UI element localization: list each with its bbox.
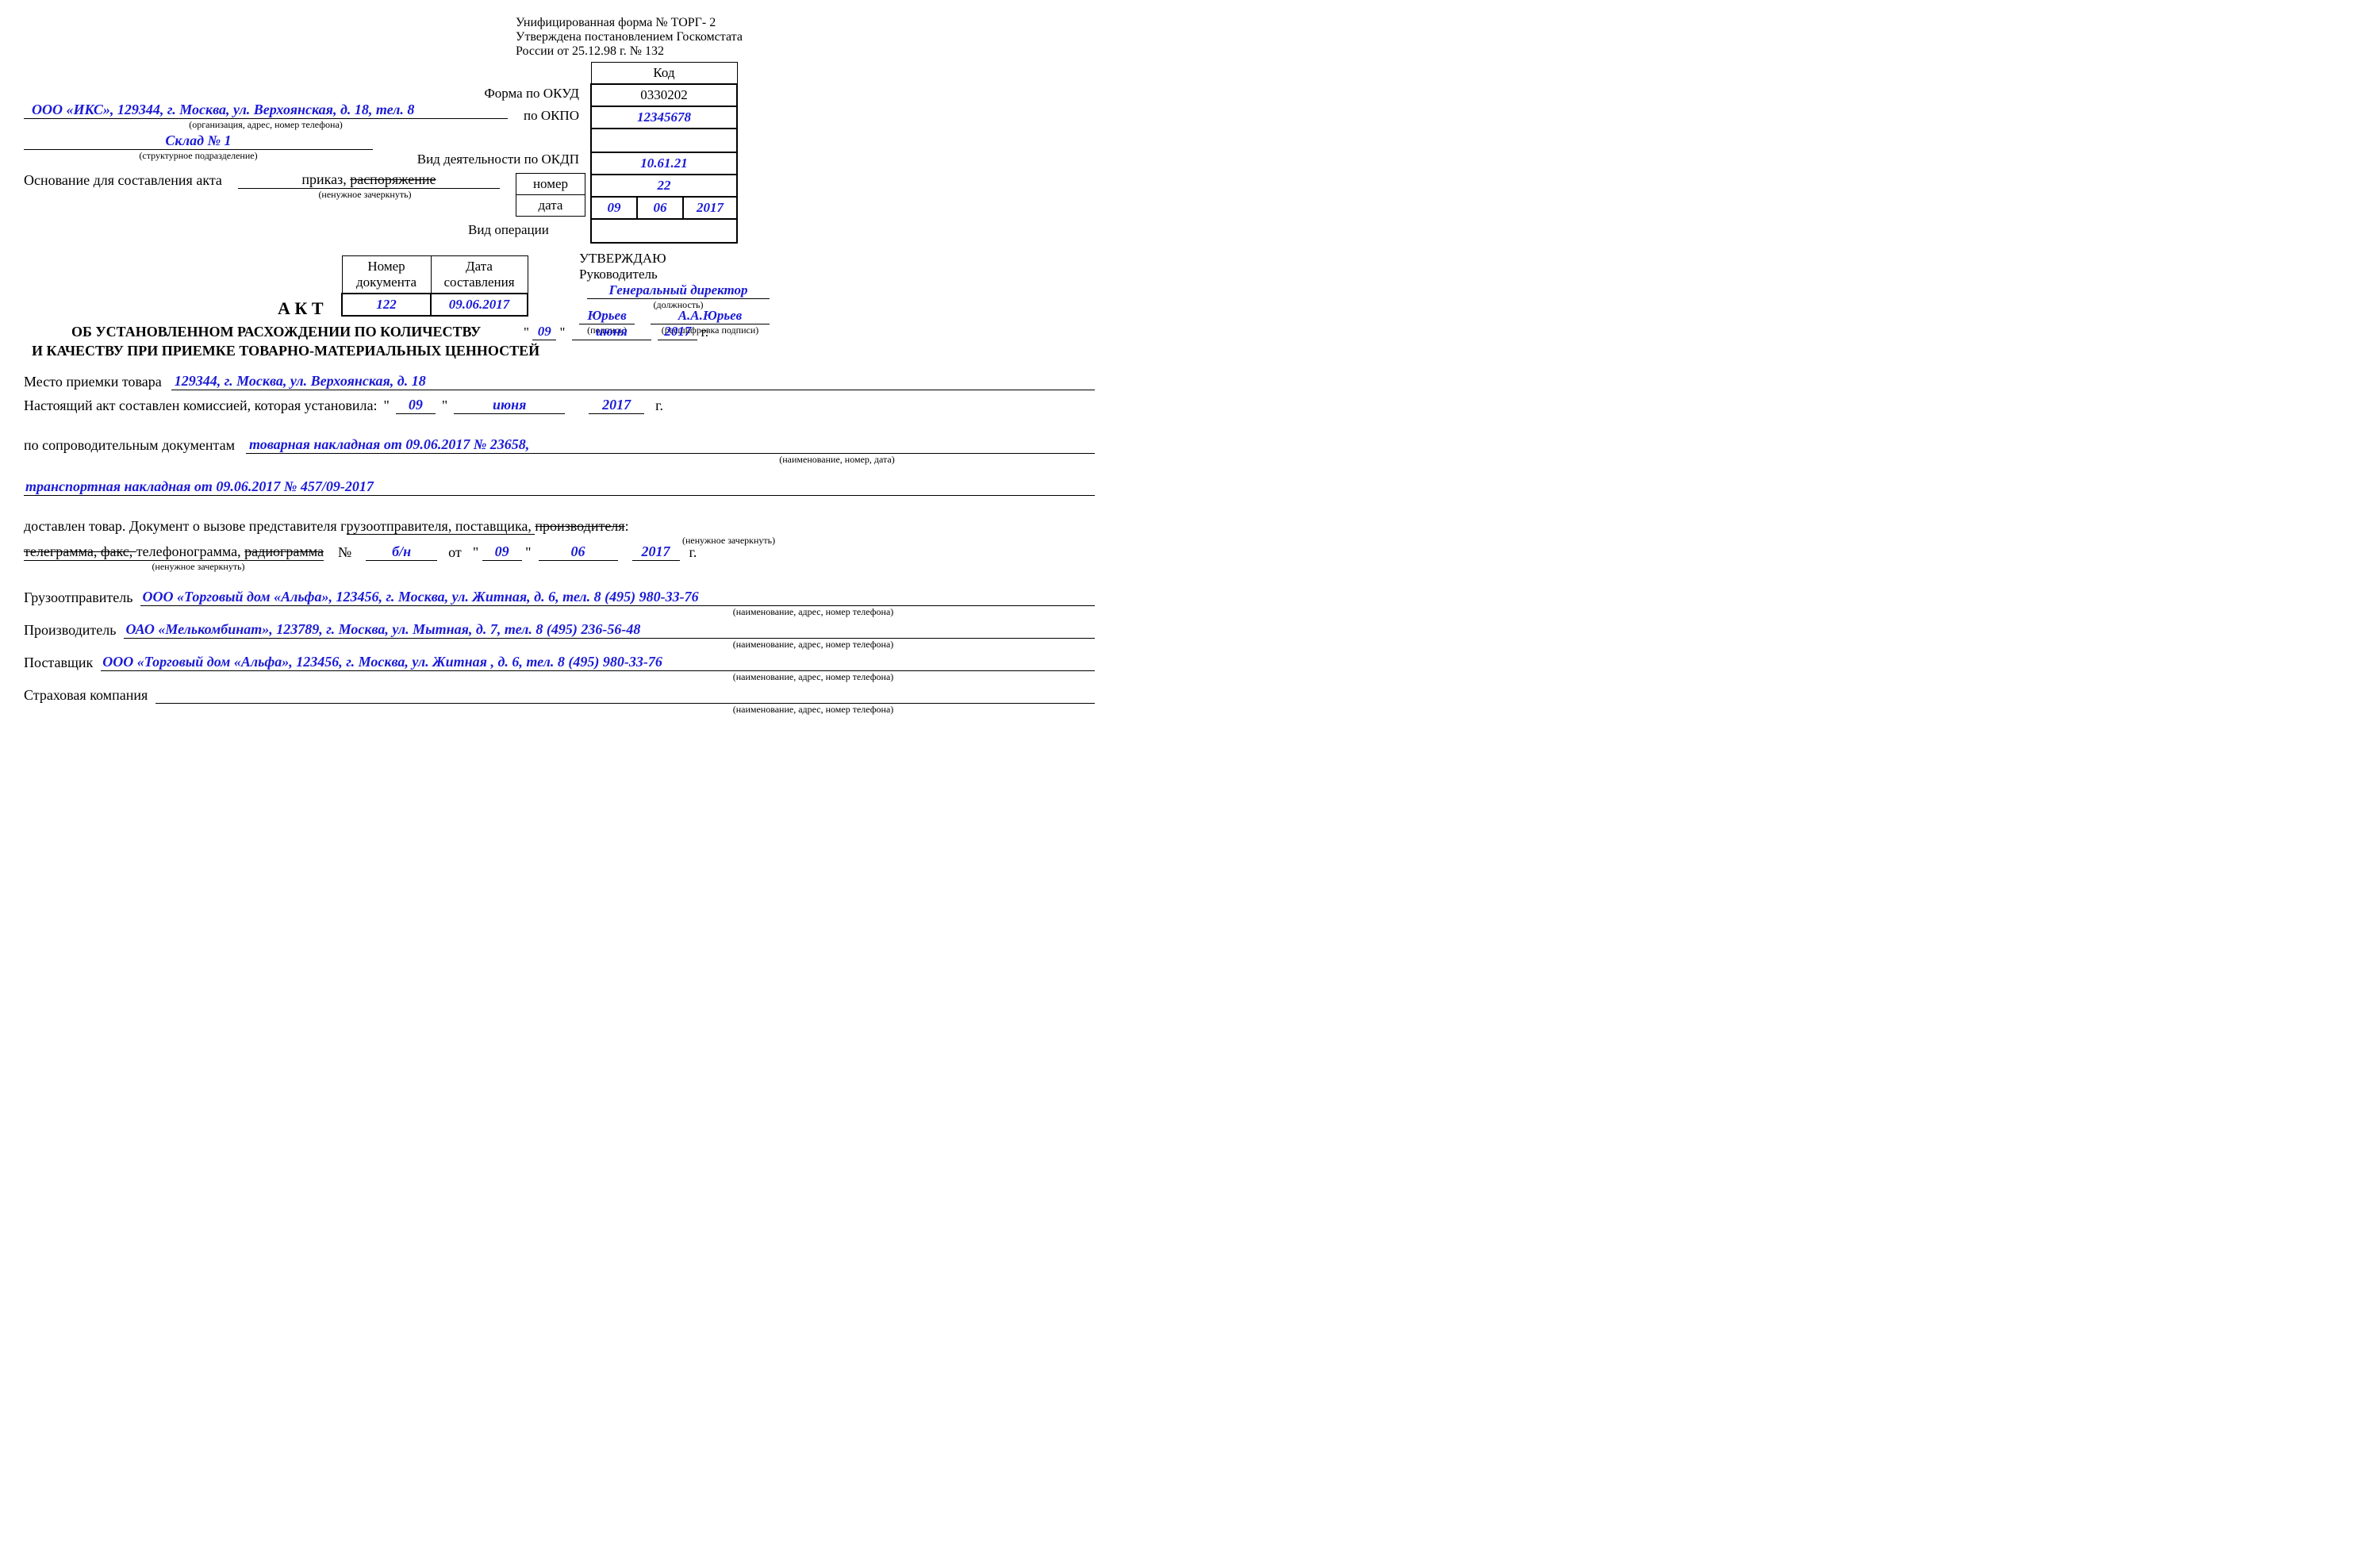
- supplier-caption: (наименование, адрес, номер телефона): [532, 671, 1095, 683]
- delivered-text-a: доставлен товар. Документ о вызове предс…: [24, 518, 347, 534]
- approve-month: июня: [572, 324, 651, 340]
- call-a-strike: телеграмма, факс,: [24, 543, 136, 559]
- date-year: 2017: [683, 197, 737, 219]
- nomer-data-labels: номер дата: [516, 173, 585, 217]
- delivered-text-b: рузоотправителя, поставщика,: [347, 518, 536, 535]
- docs-value: товарная накладная от 09.06.2017 № 23658…: [246, 436, 1095, 454]
- approve-decode: А.А.Юрьев: [651, 308, 770, 324]
- form-note-2: Утверждена постановлением Госкомстата: [516, 30, 743, 44]
- sender-label: Грузоотправитель: [24, 589, 132, 606]
- akt-label: А К Т: [278, 298, 324, 319]
- date-day: 09: [591, 197, 637, 219]
- vid-op-label: Вид операции: [468, 222, 549, 238]
- kod-label: Код: [591, 63, 737, 85]
- insurer-value: [155, 686, 1095, 704]
- docs-caption: (наименование, номер, дата): [579, 454, 1095, 466]
- commission-text: Настоящий акт составлен комиссией, котор…: [24, 397, 377, 414]
- call-month: 06: [539, 543, 618, 561]
- doc-date: 09.06.2017: [431, 294, 528, 316]
- call-num: б/н: [366, 543, 437, 561]
- org-caption: (организация, адрес, номер телефона): [24, 119, 508, 131]
- unit-caption: (структурное подразделение): [24, 150, 373, 162]
- basis-label: Основание для составления акта: [24, 172, 238, 189]
- call-b: телефонограмма,: [136, 543, 244, 559]
- form-note-1: Унифицированная форма № ТОРГ- 2: [516, 16, 743, 30]
- date-month: 06: [637, 197, 683, 219]
- basis-caption: (ненужное зачеркнуть): [246, 189, 484, 201]
- doc-date-label: Дата составления: [431, 256, 528, 294]
- doc-num: 122: [342, 294, 431, 316]
- doc-num-table: Номер документа Дата составления 122 09.…: [341, 255, 528, 317]
- approve-position: Генеральный директор: [587, 282, 770, 299]
- manuf-value: ОАО «Мелькомбинат», 123789, г. Москва, у…: [124, 621, 1095, 639]
- nomer-label: номер: [516, 174, 585, 195]
- call-year: 2017: [632, 543, 680, 561]
- body-g: г.: [644, 397, 663, 414]
- place-label: Место приемки товара: [24, 374, 162, 390]
- ot-label: от: [437, 544, 473, 561]
- num-symbol: №: [324, 544, 366, 561]
- data-label: дата: [516, 195, 585, 217]
- docs-label: по сопроводительным документам: [24, 437, 235, 454]
- supplier-label: Поставщик: [24, 655, 93, 671]
- approve-sign: Юрьев: [579, 308, 635, 324]
- manuf-caption: (наименование, адрес, номер телефона): [532, 639, 1095, 651]
- call-g: г.: [680, 544, 697, 561]
- blank-cell: [591, 129, 737, 152]
- body-year: 2017: [589, 397, 644, 414]
- delivered-colon: :: [625, 518, 629, 534]
- call-c-strike: радиограмма: [244, 543, 324, 559]
- docs2-value: транспортная накладная от 09.06.2017 № 4…: [24, 478, 1095, 496]
- code-table: Код 0330202 12345678 10.61.21 22 09 06 2…: [590, 62, 738, 244]
- doc-title-1: ОБ УСТАНОВЛЕННОМ РАСХОЖДЕНИИ ПО КОЛИЧЕСТ…: [71, 324, 481, 340]
- approve-year: 2017: [658, 324, 697, 340]
- sender-value: ООО «Торговый дом «Альфа», 123456, г. Мо…: [140, 589, 1095, 606]
- doc-title-2: И КАЧЕСТВУ ПРИ ПРИЕМКЕ ТОВАРНО-МАТЕРИАЛЬ…: [32, 343, 539, 359]
- form-note-3: России от 25.12.98 г. № 132: [516, 44, 743, 59]
- vid-op-cell: [591, 219, 737, 243]
- okud-value: 0330202: [591, 84, 737, 106]
- unit-value: Склад № 1: [24, 132, 373, 150]
- approve-day: 09: [532, 324, 556, 340]
- body-month: июня: [454, 397, 565, 414]
- org-value: ООО «ИКС», 129344, г. Москва, ул. Верхоя…: [24, 102, 508, 119]
- place-value: 129344, г. Москва, ул. Верхоянская, д. 1…: [171, 373, 1095, 390]
- okdp-value: 10.61.21: [591, 152, 737, 175]
- insurer-caption: (наименование, адрес, номер телефона): [532, 704, 1095, 716]
- delivered-text-strike: производителя: [535, 518, 624, 534]
- body-day: 09: [396, 397, 436, 414]
- approve-g: г.: [701, 324, 708, 340]
- basis-value-strike: распоряжение: [350, 171, 436, 187]
- manuf-label: Производитель: [24, 622, 116, 639]
- basis-value: приказ,: [301, 171, 350, 187]
- insurer-label: Страховая компания: [24, 687, 148, 704]
- approve-role: Руководитель: [579, 267, 801, 282]
- unneeded-caption-2: (ненужное зачеркнуть): [24, 561, 373, 573]
- supplier-value: ООО «Торговый дом «Альфа», 123456, г. Мо…: [101, 654, 1095, 671]
- okpo-value: 12345678: [591, 106, 737, 129]
- call-day: 09: [482, 543, 522, 561]
- doc-num-label: Номер документа: [342, 256, 431, 294]
- sender-caption: (наименование, адрес, номер телефона): [532, 606, 1095, 618]
- approve-title: УТВЕРЖДАЮ: [579, 251, 801, 267]
- nomer-value: 22: [591, 175, 737, 197]
